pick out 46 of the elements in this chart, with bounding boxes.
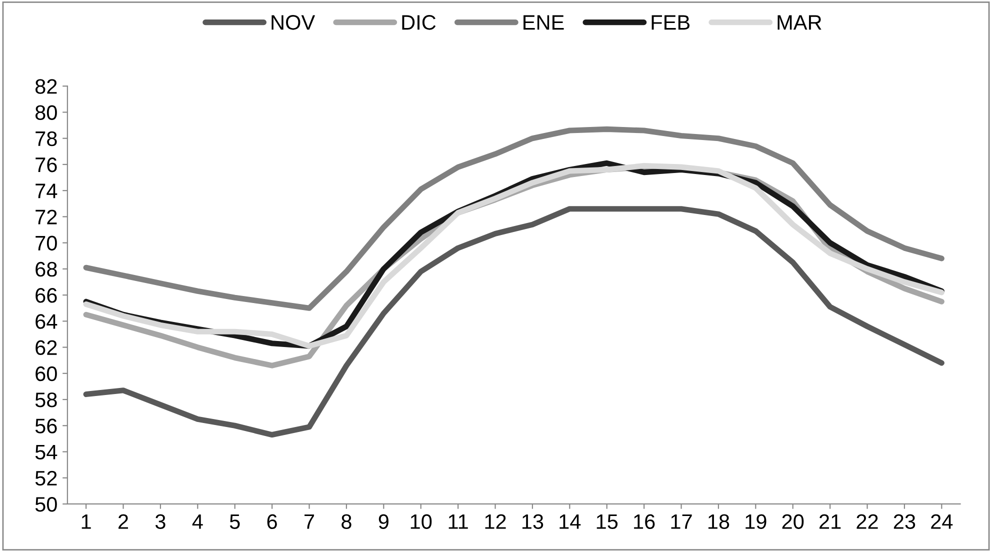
y-tick-label: 80 — [35, 105, 57, 120]
y-tick-label: 66 — [36, 288, 57, 303]
x-tick-label: 5 — [230, 514, 240, 529]
x-tick-label: 7 — [304, 514, 314, 529]
y-tick-label: 72 — [36, 210, 57, 224]
x-tick-label: 4 — [192, 514, 203, 529]
x-tick-label: 22 — [856, 514, 878, 529]
x-tick-label: 17 — [671, 514, 692, 529]
x-tick-label: 11 — [448, 514, 468, 529]
x-tick-label: 1 — [82, 514, 91, 529]
y-tick-label: 50 — [35, 496, 57, 512]
legend-label: FEB — [652, 15, 690, 30]
x-tick-label: 13 — [522, 514, 544, 529]
x-tick-label: 24 — [931, 514, 953, 529]
x-tick-label: 20 — [782, 514, 804, 529]
x-tick-label: 21 — [820, 514, 841, 529]
legend-label: ENE — [524, 15, 564, 30]
x-tick-label: 19 — [746, 514, 766, 529]
x-tick-label: 2 — [118, 514, 128, 529]
y-tick-label: 58 — [35, 392, 57, 408]
x-tick-label: 23 — [894, 514, 916, 529]
x-tick-label: 3 — [155, 514, 166, 529]
y-tick-label: 68 — [36, 262, 57, 277]
y-tick-label: 52 — [35, 470, 57, 486]
y-tick-label: 56 — [35, 418, 57, 434]
y-tick-label: 60 — [36, 366, 57, 382]
legend-label: NOV — [272, 15, 316, 30]
y-tick-label: 62 — [36, 340, 57, 356]
x-tick-label: 9 — [378, 514, 388, 529]
x-tick-label: 12 — [485, 514, 506, 529]
y-tick-label: 70 — [36, 236, 57, 251]
x-tick-label: 14 — [560, 514, 581, 529]
legend-label: MAR — [778, 15, 822, 30]
y-tick-label: 64 — [36, 314, 58, 329]
x-tick-label: 18 — [708, 514, 730, 529]
x-tick-label: 8 — [342, 514, 352, 529]
y-tick-label: 54 — [35, 444, 58, 460]
x-tick-label: 16 — [634, 514, 655, 529]
y-tick-label: 74 — [36, 184, 58, 198]
y-tick-label: 78 — [36, 131, 57, 146]
legend-label: DIC — [402, 15, 436, 30]
y-tick-label: 76 — [36, 157, 57, 172]
y-tick-label: 82 — [35, 79, 57, 94]
x-tick-label: 6 — [267, 514, 277, 529]
x-tick-label: 15 — [596, 514, 618, 529]
x-tick-label: 10 — [410, 514, 432, 529]
